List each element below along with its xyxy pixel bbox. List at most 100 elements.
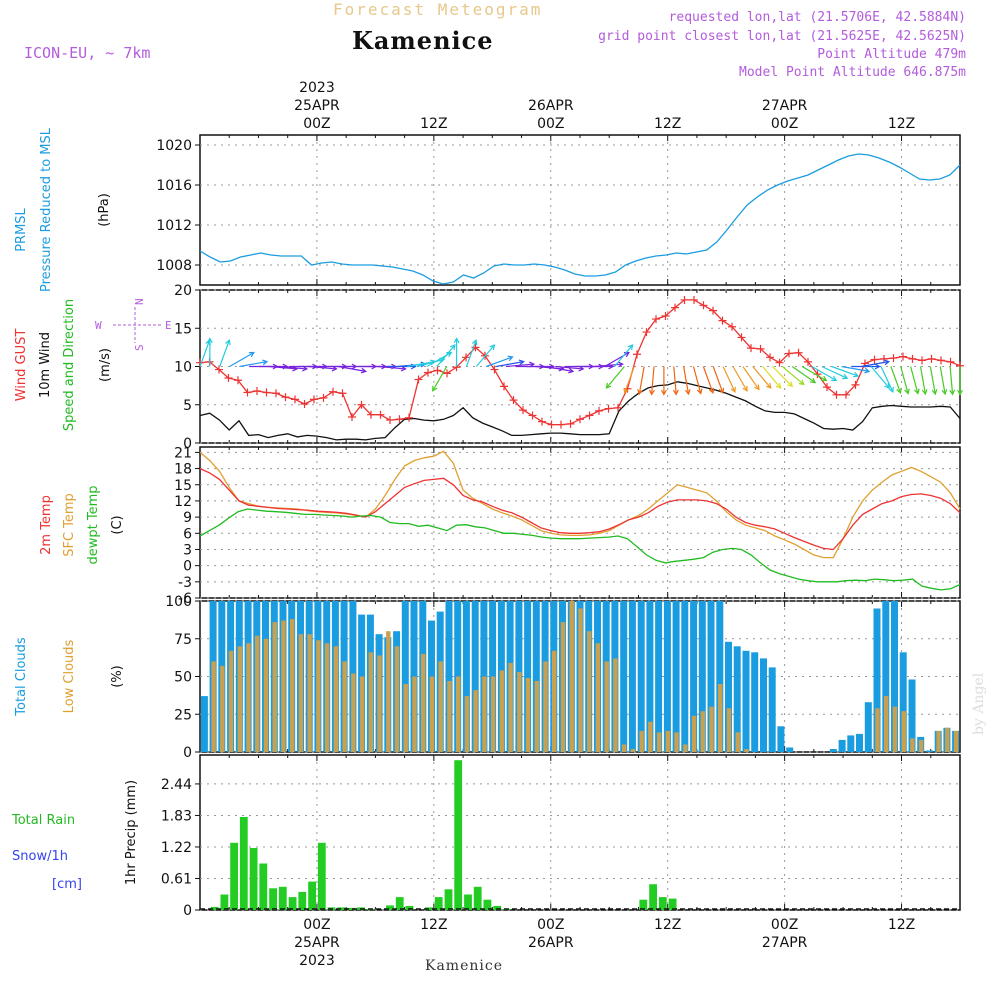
- bar-precip-0: [239, 817, 248, 910]
- bar-clouds-0: [681, 601, 689, 752]
- chart-title: Forecast Meteogram: [333, 0, 543, 19]
- bar-clouds-0: [471, 601, 479, 752]
- wind-arrow-head: [696, 388, 703, 395]
- wind-arrow-head: [718, 387, 725, 394]
- bar-clouds-0: [829, 749, 837, 752]
- y-axis-label: Wind GUST: [14, 329, 29, 402]
- bar-precip-0: [464, 894, 472, 910]
- bar-clouds-0: [786, 747, 794, 752]
- gust-marker: [908, 354, 917, 363]
- gust-marker: [433, 366, 442, 375]
- bar-clouds-0: [742, 650, 750, 752]
- bar-clouds-0: [663, 601, 671, 752]
- bar-clouds-0: [733, 646, 741, 752]
- panel-frame-temperature: [199, 446, 961, 599]
- bar-clouds-1: [726, 708, 732, 752]
- bar-precip-0: [220, 894, 229, 910]
- y-axis-label: SFC Temp: [62, 493, 77, 557]
- wind-arrow: [605, 366, 625, 389]
- bar-clouds-1: [421, 653, 426, 752]
- wind-arrow: [861, 361, 889, 368]
- wind-arrow: [831, 365, 859, 377]
- y-tick-label: 75: [174, 632, 192, 648]
- gust-marker: [889, 354, 898, 363]
- bar-precip-0: [668, 898, 677, 910]
- wind-arrow: [594, 363, 623, 368]
- wind-arrow: [219, 339, 230, 367]
- bar-clouds-1: [473, 690, 478, 752]
- gust-marker: [690, 295, 698, 304]
- wind-arrow: [870, 366, 890, 389]
- wind-arrow-head: [708, 387, 715, 394]
- gust-marker: [224, 373, 233, 382]
- y-axis-label: (hPa): [97, 193, 112, 227]
- gust-marker: [215, 365, 223, 374]
- y-axis-label: Speed and Direction: [62, 299, 77, 431]
- gust-marker: [728, 322, 736, 331]
- gust-marker: [766, 353, 774, 362]
- bar-clouds-1: [700, 711, 705, 752]
- gust-marker: [585, 411, 594, 420]
- gust-marker: [319, 393, 328, 402]
- compass-rose: [113, 307, 161, 343]
- bar-precip-0: [493, 905, 502, 910]
- wind-arrow-head: [896, 387, 902, 394]
- bottom-time-label: 27APR: [762, 935, 808, 951]
- wind-arrow-head: [831, 375, 838, 382]
- bar-clouds-1: [595, 643, 601, 752]
- wind-arrow: [801, 365, 827, 382]
- bar-clouds-1: [735, 732, 740, 752]
- y-tick-label: 6: [183, 526, 192, 542]
- wind-arrow: [722, 366, 736, 393]
- top-time-label: 27APR: [762, 98, 808, 114]
- wind-arrow: [545, 365, 574, 372]
- bar-precip-0: [269, 888, 277, 910]
- wind-arrow-head: [742, 385, 748, 392]
- gust-marker: [718, 316, 727, 325]
- bar-precip-0: [249, 848, 258, 910]
- bar-clouds-0: [864, 702, 872, 752]
- wind-arrow-head: [518, 359, 525, 366]
- bottom-time-label: 2023: [299, 953, 335, 969]
- bar-clouds-1: [359, 676, 365, 752]
- gust-marker: [262, 388, 271, 397]
- bar-clouds-1: [936, 730, 941, 752]
- series-line-temperature-2: [199, 508, 961, 591]
- gust-marker: [709, 306, 717, 315]
- gust-marker: [272, 389, 280, 398]
- gust-marker: [937, 356, 945, 365]
- bar-precip-0: [483, 899, 492, 910]
- bar-clouds-0: [908, 679, 916, 752]
- bar-clouds-0: [891, 601, 898, 752]
- bar-clouds-0: [200, 696, 208, 752]
- wind-arrow-head: [852, 371, 860, 378]
- y-axis-label: Snow/1h: [12, 849, 68, 864]
- bar-clouds-0: [856, 733, 863, 752]
- bar-clouds-1: [377, 655, 382, 752]
- wind-arrow: [432, 366, 448, 392]
- bottom-time-label: 00Z: [771, 917, 798, 933]
- gust-marker: [376, 410, 385, 419]
- y-tick-label: 0: [183, 559, 192, 575]
- bar-clouds-1: [290, 619, 295, 752]
- bar-clouds-1: [412, 676, 417, 752]
- bottom-time-label: 12Z: [888, 917, 915, 933]
- y-tick-label: 3: [183, 542, 192, 558]
- wind-arrow-head: [262, 359, 269, 366]
- gust-marker: [310, 395, 318, 404]
- requested-coords: requested lon,lat (21.5706E, 42.5884N): [668, 10, 966, 25]
- bar-clouds-1: [517, 672, 522, 752]
- wind-arrow: [841, 365, 870, 372]
- location-title: Kamenice: [352, 26, 494, 55]
- bar-clouds-0: [628, 601, 636, 752]
- bar-clouds-0: [655, 601, 663, 752]
- bar-clouds-1: [718, 684, 723, 752]
- wind-arrow-head: [821, 375, 828, 382]
- bar-clouds-1: [534, 681, 539, 752]
- y-axis-label: dewpt Temp: [86, 485, 101, 564]
- bar-clouds-1: [604, 661, 609, 752]
- wind-arrow: [475, 344, 495, 367]
- y-tick-label: 1.83: [161, 808, 192, 824]
- bar-clouds-1: [508, 662, 513, 752]
